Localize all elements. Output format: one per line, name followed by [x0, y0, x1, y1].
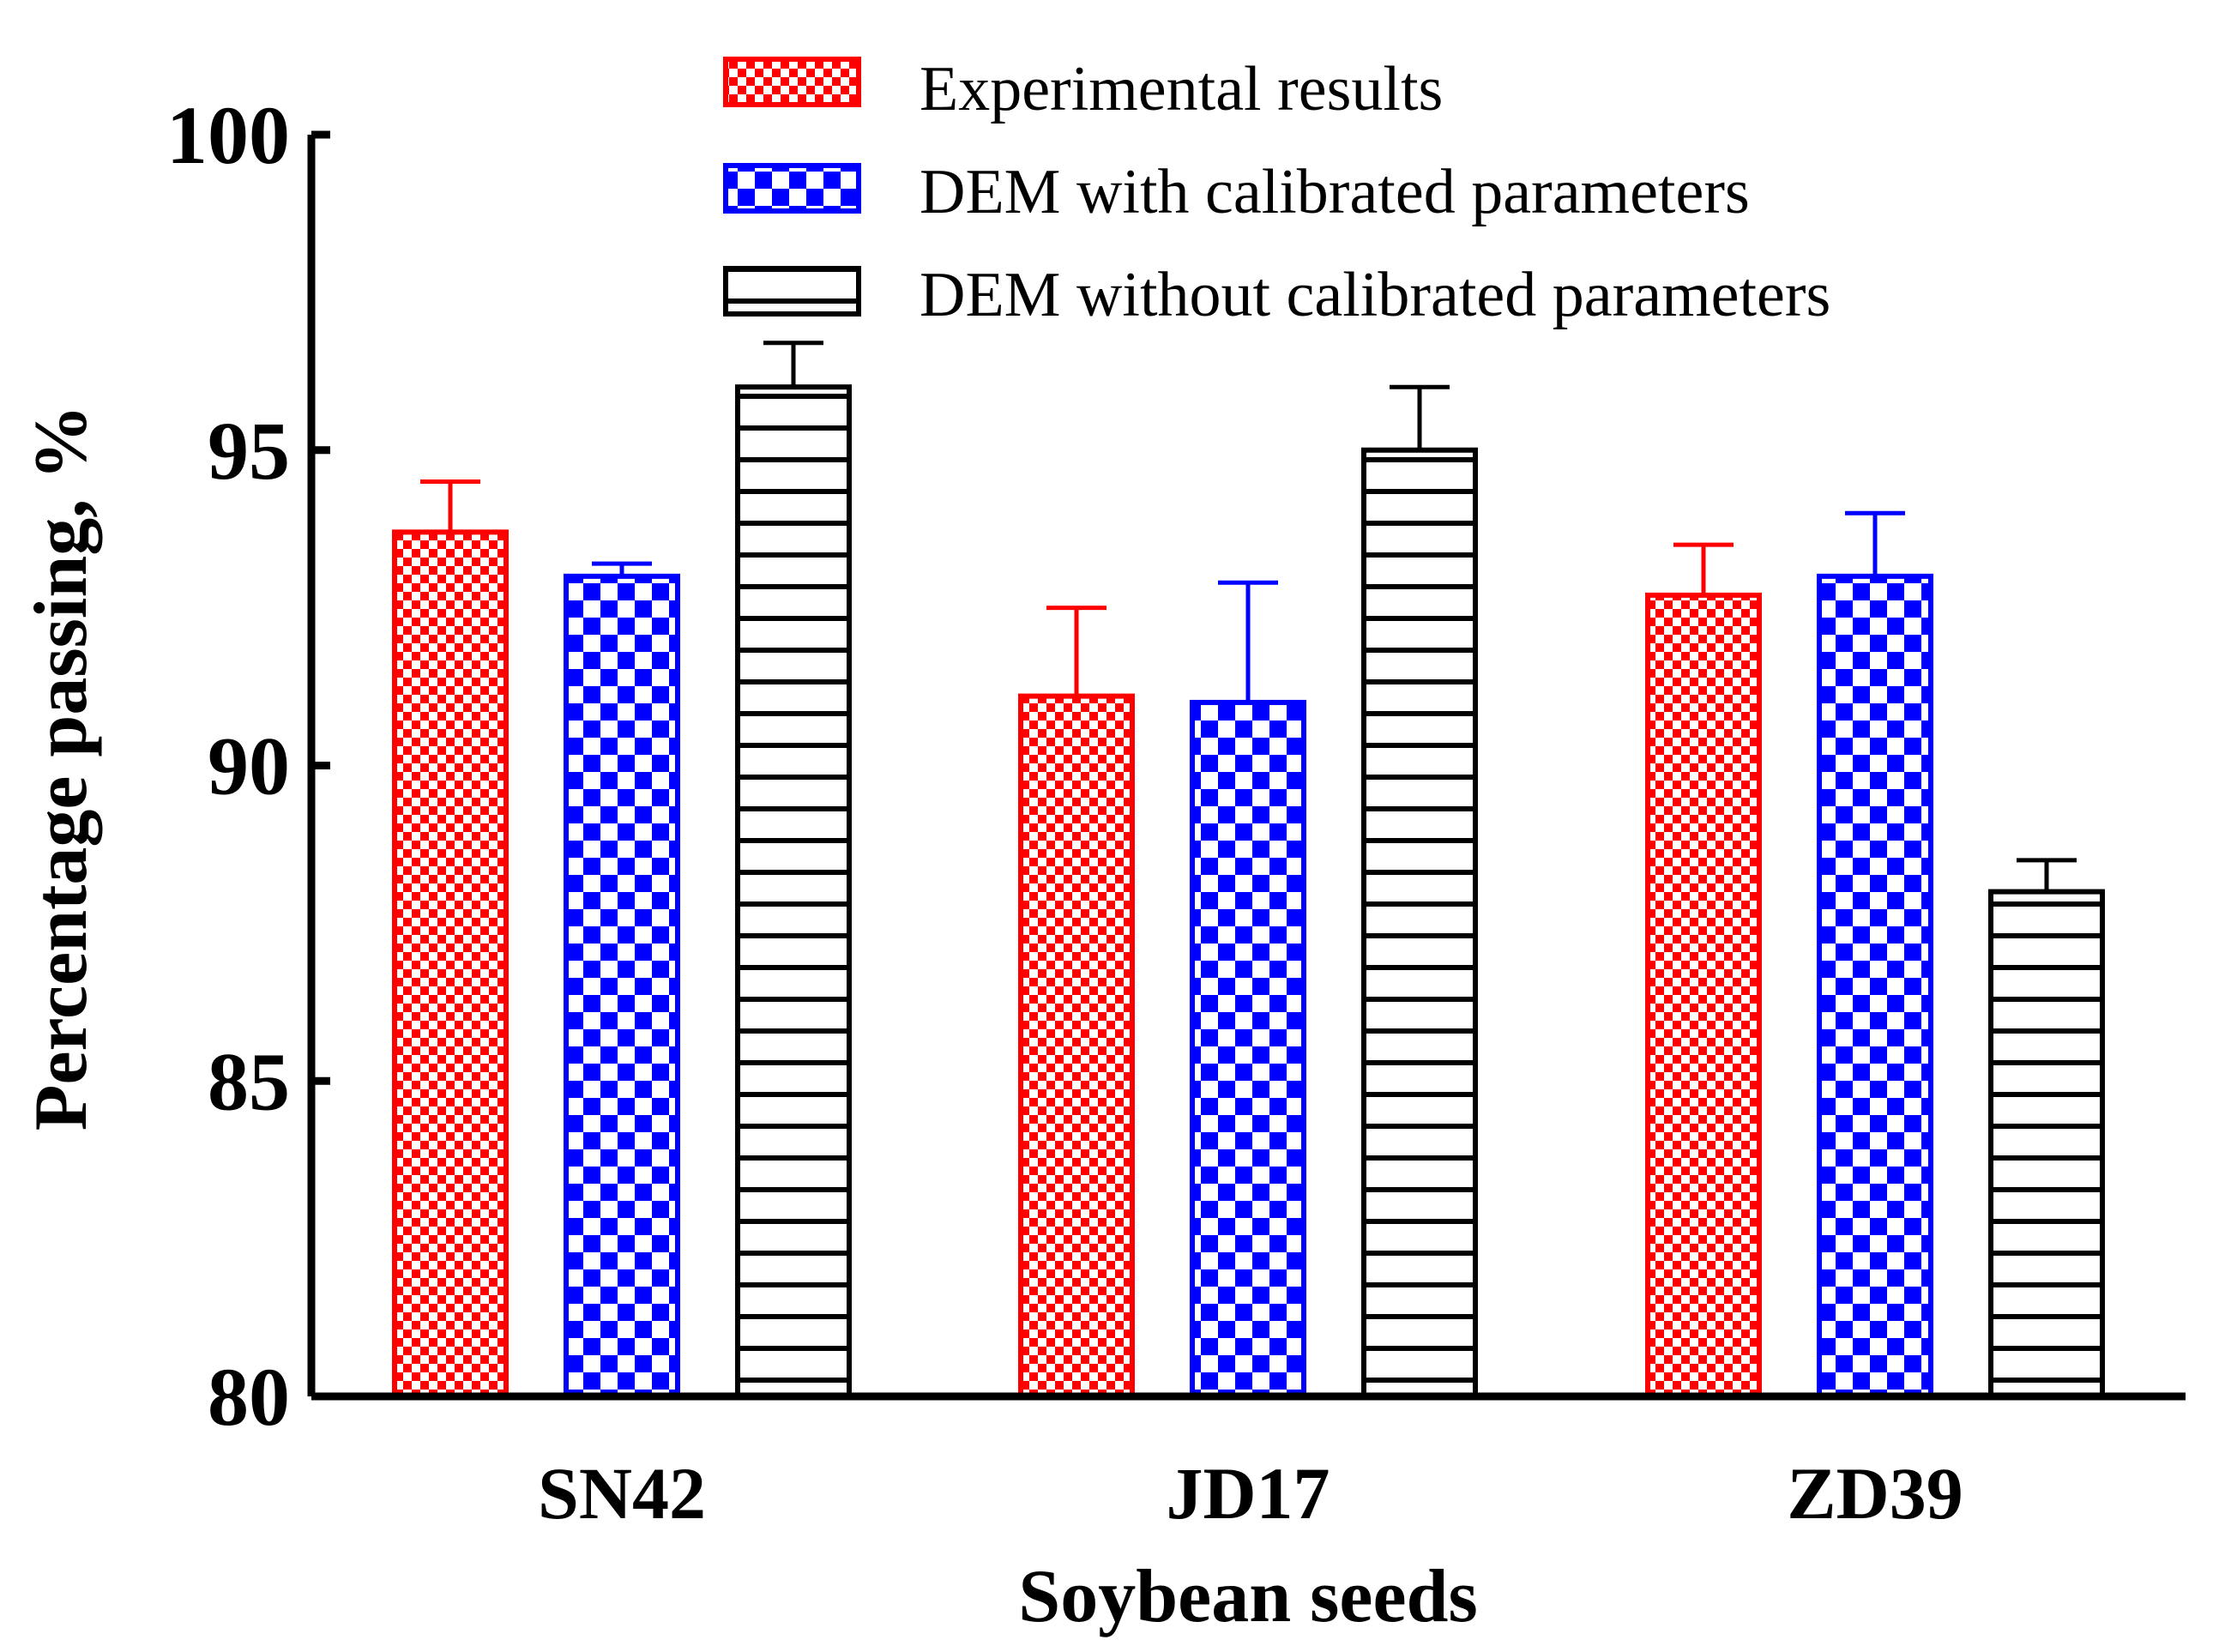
legend-label-experimental: Experimental results — [920, 54, 1443, 124]
x-category-label: SN42 — [538, 1452, 706, 1534]
error-bar-sn42-series-1 — [420, 479, 480, 533]
error-bar-jd17-series-2 — [1218, 580, 1278, 702]
legend-label-dem-calibrated: DEM with calibrated parameters — [920, 157, 1750, 227]
y-tick-label: 80 — [208, 1351, 290, 1443]
bar-zd39-series-3 — [1988, 889, 2105, 1399]
bars-layer — [392, 384, 2105, 1400]
y-tick-label: 85 — [208, 1035, 290, 1127]
bar-sn42-series-3 — [735, 384, 852, 1400]
y-axis-title: Percentage passing, % — [20, 405, 103, 1131]
error-bar-sn42-series-3 — [763, 341, 823, 388]
bar-zd39-series-2 — [1817, 573, 1933, 1399]
bar-jd17-series-3 — [1361, 447, 1478, 1399]
y-ticks-layer: 80 85 90 95 100 — [166, 89, 330, 1443]
legend-swatch-experimental — [723, 57, 861, 107]
legend-swatch-dem-calibrated — [723, 163, 861, 214]
legend-label-dem-uncalibrated: DEM without calibrated parameters — [920, 260, 1830, 330]
error-bar-jd17-series-1 — [1046, 606, 1106, 696]
error-bar-zd39-series-2 — [1845, 510, 1905, 576]
error-bar-zd39-series-1 — [1673, 542, 1734, 595]
error-bar-sn42-series-2 — [592, 561, 652, 576]
error-bars-layer — [420, 341, 2077, 892]
x-category-label: ZD39 — [1787, 1452, 1963, 1534]
legend-swatch-dem-uncalibrated — [723, 266, 861, 317]
x-category-label: JD17 — [1166, 1452, 1330, 1534]
x-category-labels: SN42 JD17 ZD39 — [538, 1452, 1963, 1534]
error-bar-zd39-series-3 — [2017, 858, 2077, 892]
bar-zd39-series-1 — [1645, 592, 1762, 1399]
error-bar-jd17-series-3 — [1390, 384, 1450, 450]
x-axis-title: Soybean seeds — [1018, 1555, 1477, 1638]
bar-jd17-series-2 — [1190, 699, 1306, 1399]
y-tick-label: 90 — [208, 720, 290, 812]
bar-sn42-series-1 — [392, 529, 509, 1399]
y-tick-label: 100 — [166, 89, 290, 181]
legend: Experimental results DEM with calibrated… — [723, 54, 1830, 330]
bar-jd17-series-1 — [1018, 693, 1135, 1399]
bar-sn42-series-2 — [564, 573, 680, 1399]
y-tick-label: 95 — [208, 405, 290, 497]
